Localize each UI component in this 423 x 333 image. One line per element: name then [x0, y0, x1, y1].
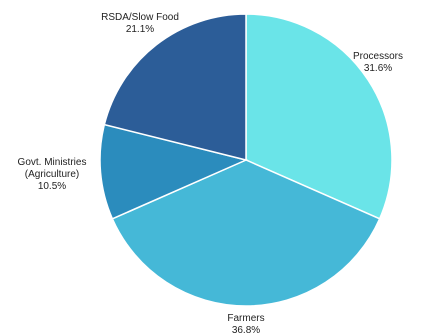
slice-value-label: 31.6% [364, 63, 392, 74]
pie-slice-1 [245, 13, 393, 220]
slice-category-label: Farmers [227, 313, 264, 324]
slice-label-3: Govt. Ministries(Agriculture)10.5% [18, 157, 87, 192]
slice-category-label: (Agriculture) [25, 169, 79, 180]
slice-category-label: Processors [353, 51, 403, 62]
pie-slice-4 [103, 13, 247, 161]
slice-value-label: 36.8% [232, 325, 260, 333]
slice-value-label: 21.1% [126, 24, 154, 35]
pie-slice-3 [99, 123, 249, 220]
slice-value-label: 10.5% [38, 181, 66, 192]
pie-slice-2 [111, 159, 381, 307]
slice-category-label: RSDA/Slow Food [101, 12, 179, 23]
slice-category-label: Govt. Ministries [18, 157, 87, 168]
